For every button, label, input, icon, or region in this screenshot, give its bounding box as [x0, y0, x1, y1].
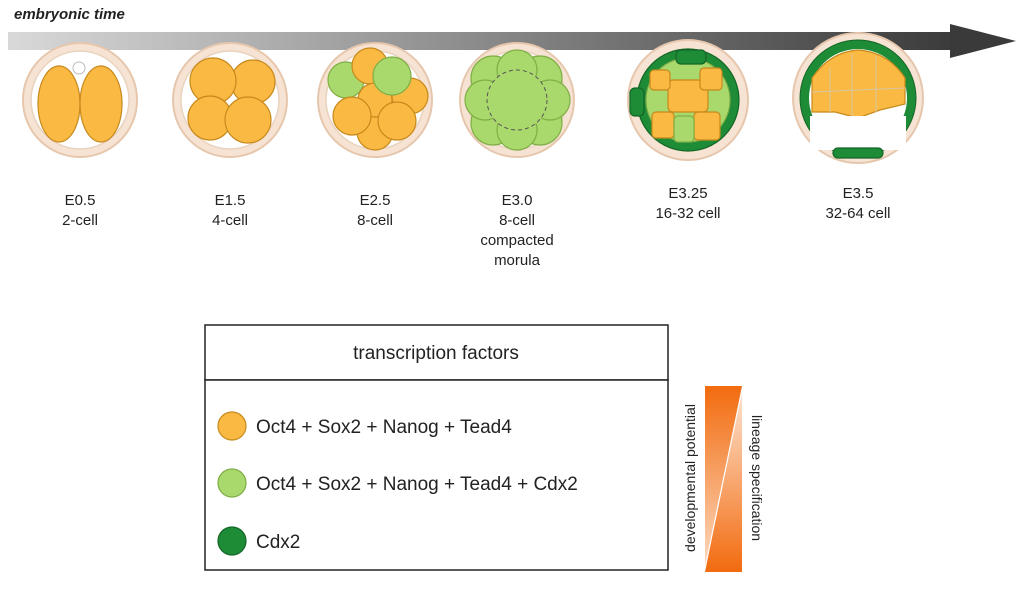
legend-item: Oct4 + Sox2 + Nanog + Tead4 + Cdx2 — [256, 474, 578, 495]
embryo — [22, 42, 138, 158]
stage-label: 8-cell — [357, 212, 393, 229]
legend-header — [204, 324, 669, 381]
legend-title: transcription factors — [353, 343, 519, 364]
potential-gradient — [705, 386, 742, 566]
stage-day: E3.0 — [502, 192, 533, 209]
stage-label: 32-64 cell — [825, 205, 890, 222]
left-gradient-label: developmental potential — [682, 404, 698, 552]
stage-day: E3.25 — [668, 185, 707, 202]
stage-label: compacted — [480, 232, 553, 249]
stage-day: E3.5 — [843, 185, 874, 202]
stage-day: E0.5 — [65, 192, 96, 209]
stage-label: 16-32 cell — [655, 205, 720, 222]
specification-gradient — [705, 392, 742, 572]
embryo — [317, 42, 433, 158]
embryo — [172, 42, 288, 158]
stage-day: E2.5 — [360, 192, 391, 209]
embryo — [459, 42, 575, 158]
stage-day: E1.5 — [215, 192, 246, 209]
legend-swatch — [217, 526, 247, 556]
stage-label: 8-cell — [499, 212, 535, 229]
embryo — [627, 39, 749, 161]
embryo — [792, 32, 924, 164]
legend-box — [204, 379, 669, 571]
right-gradient-label: lineage specification — [749, 415, 765, 541]
timeline-title: embryonic time — [14, 6, 125, 23]
stage-label: morula — [494, 252, 541, 269]
legend-item: Oct4 + Sox2 + Nanog + Tead4 — [256, 417, 512, 438]
legend-item: Cdx2 — [256, 532, 300, 553]
stage-label: 2-cell — [62, 212, 98, 229]
stage-label: 4-cell — [212, 212, 248, 229]
legend-swatch — [217, 411, 247, 441]
legend-swatch — [217, 468, 247, 498]
